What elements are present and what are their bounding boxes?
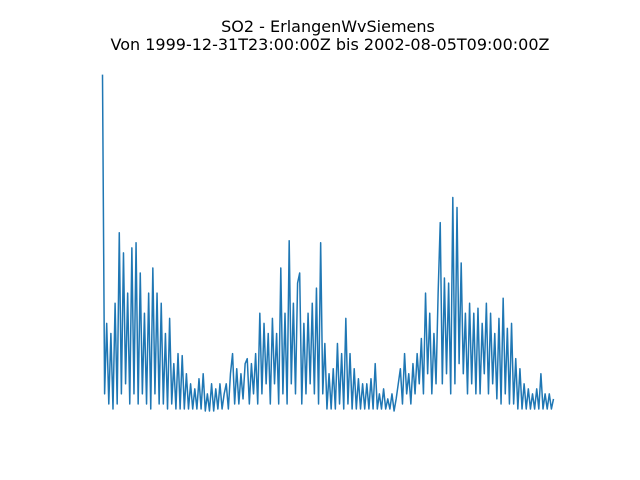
line-series xyxy=(101,74,555,412)
chart-title: SO2 - ErlangenWvSiemens xyxy=(221,17,435,36)
chart-subtitle: Von 1999-12-31T23:00:00Z bis 2002-08-05T… xyxy=(111,35,550,54)
